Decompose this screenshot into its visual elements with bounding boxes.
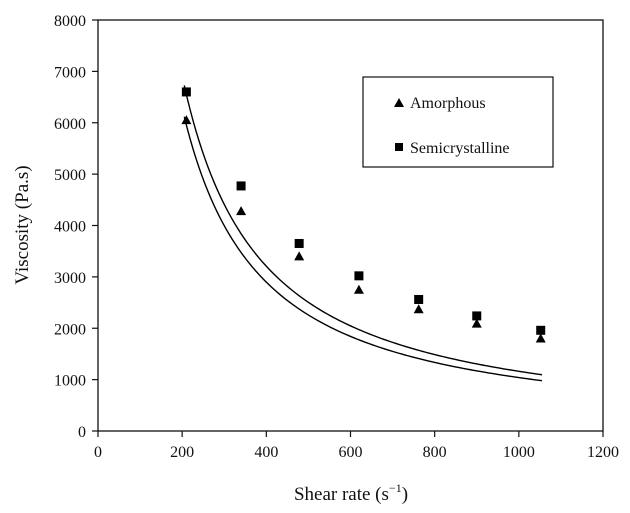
point-semicrystalline-6 bbox=[536, 325, 546, 335]
y-axis-title: Viscosity (Pa.s) bbox=[12, 165, 33, 284]
y-tick-label-7000: 7000 bbox=[54, 64, 86, 81]
legend: Amorphous Semicrystalline bbox=[362, 76, 554, 168]
x-tick-label-200: 200 bbox=[170, 444, 194, 461]
point-semicrystalline-1 bbox=[236, 181, 246, 191]
x-tick-label-0: 0 bbox=[94, 444, 102, 461]
x-axis-title-main: Shear rate (s bbox=[294, 484, 389, 505]
data-points bbox=[181, 87, 546, 343]
point-semicrystalline-5 bbox=[472, 311, 482, 321]
point-semicrystalline-2 bbox=[294, 238, 304, 248]
y-tick-label-4000: 4000 bbox=[54, 219, 86, 236]
y-tick-label-5000: 5000 bbox=[54, 167, 86, 184]
legend-label-semicrystalline: Semicrystalline bbox=[410, 140, 510, 157]
fit-curves bbox=[183, 85, 543, 382]
y-tick-label-0: 0 bbox=[78, 424, 86, 441]
point-semicrystalline-0 bbox=[181, 87, 191, 97]
point-amorphous-0 bbox=[181, 115, 192, 125]
legend-marker-amorphous bbox=[394, 98, 404, 107]
point-amorphous-6 bbox=[535, 333, 546, 343]
x-tick-label-1000: 1000 bbox=[503, 444, 535, 461]
legend-marker-semicrystalline bbox=[395, 143, 403, 151]
legend-label-amorphous: Amorphous bbox=[410, 95, 486, 112]
fit-curve-amorphous bbox=[183, 116, 543, 382]
y-tick-label-2000: 2000 bbox=[54, 321, 86, 338]
x-tick-label-800: 800 bbox=[423, 444, 447, 461]
y-tick-label-3000: 3000 bbox=[54, 270, 86, 287]
point-amorphous-1 bbox=[236, 206, 247, 216]
x-axis-title-close: ) bbox=[402, 484, 408, 505]
y-tick-label-6000: 6000 bbox=[54, 116, 86, 133]
legend-box bbox=[362, 76, 554, 168]
point-amorphous-4 bbox=[413, 304, 424, 314]
point-amorphous-5 bbox=[471, 318, 482, 328]
x-axis-title: Shear rate (s−1) bbox=[294, 481, 408, 505]
x-tick-label-600: 600 bbox=[339, 444, 363, 461]
point-amorphous-3 bbox=[353, 284, 364, 294]
x-axis-ticks: 0 200 400 600 800 1000 1200 bbox=[94, 431, 619, 461]
point-semicrystalline-3 bbox=[354, 271, 364, 281]
y-axis-ticks: 0 1000 2000 3000 4000 5000 6000 7000 8000 bbox=[54, 13, 98, 441]
point-semicrystalline-4 bbox=[414, 294, 424, 304]
x-tick-label-400: 400 bbox=[254, 444, 278, 461]
fit-curve-semicrystalline bbox=[183, 85, 543, 376]
y-tick-label-1000: 1000 bbox=[54, 373, 86, 390]
point-amorphous-2 bbox=[294, 251, 305, 261]
x-tick-label-1200: 1200 bbox=[587, 444, 619, 461]
x-axis-title-exponent: −1 bbox=[389, 481, 402, 495]
y-tick-label-8000: 8000 bbox=[54, 13, 86, 30]
